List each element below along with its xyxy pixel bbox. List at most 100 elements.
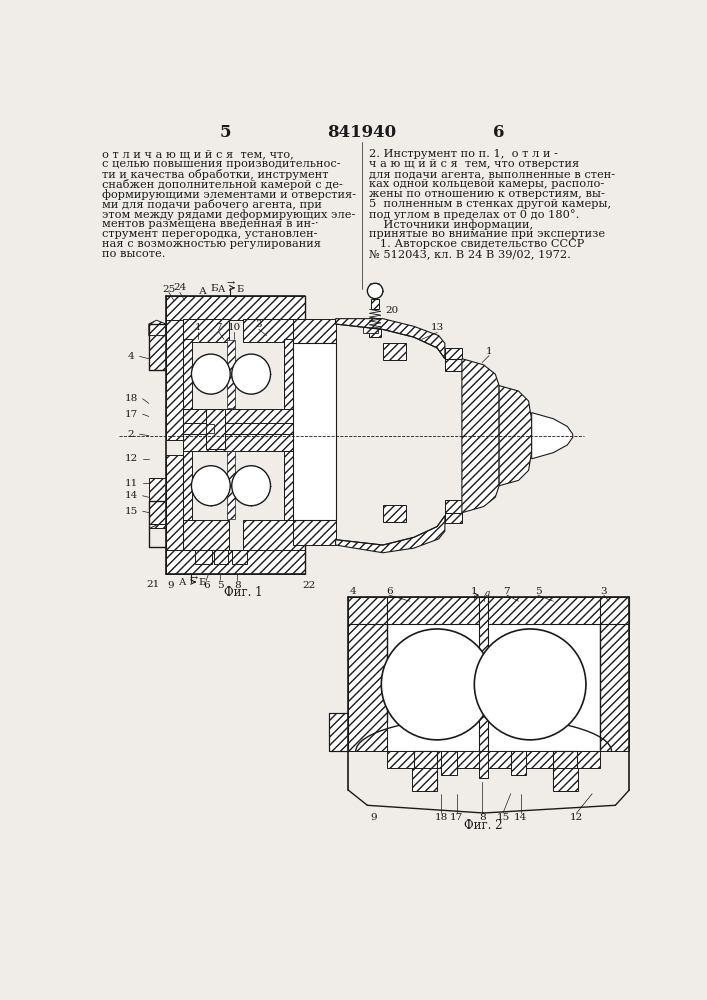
Bar (149, 324, 166, 370)
Text: ках одной кольцевой камеры, располо-: ках одной кольцевой камеры, располо- (369, 179, 604, 189)
Bar (412, 768, 437, 791)
Text: ми для подачи рабочего агента, при: ми для подачи рабочего агента, при (103, 199, 322, 210)
Text: 5: 5 (220, 124, 231, 141)
Text: 7: 7 (215, 323, 222, 332)
Text: 6: 6 (203, 581, 209, 590)
Bar (183, 451, 192, 520)
Text: для подачи агента, выполненные в стен-: для подачи агента, выполненные в стен- (369, 169, 615, 179)
Ellipse shape (368, 283, 383, 299)
Text: 25: 25 (163, 285, 175, 294)
Bar (227, 451, 235, 519)
Bar (149, 478, 166, 524)
Text: 841940: 841940 (327, 124, 397, 141)
Text: a: a (485, 589, 490, 598)
Text: А: А (218, 285, 226, 294)
Text: 10: 10 (228, 323, 240, 332)
Text: ная с возможностью регулирования: ная с возможностью регулирования (103, 239, 321, 249)
Bar (183, 520, 230, 550)
Text: о т л и ч а ю щ и й с я  тем, что,: о т л и ч а ю щ и й с я тем, что, (103, 149, 294, 159)
Bar (600, 624, 629, 751)
Bar (284, 339, 293, 409)
Text: ч а ю щ и й с я  тем, что отверстия: ч а ю щ и й с я тем, что отверстия (369, 159, 579, 169)
Text: 21: 21 (146, 580, 159, 589)
Text: 9: 9 (370, 813, 377, 822)
Text: 6: 6 (493, 124, 505, 141)
Bar (243, 520, 305, 550)
Text: № 512043, кл. В 24 В 39/02, 1972.: № 512043, кл. В 24 В 39/02, 1972. (369, 249, 571, 259)
Text: 7: 7 (503, 587, 510, 596)
Bar (387, 624, 600, 751)
Text: 1: 1 (471, 587, 478, 596)
Bar (441, 751, 457, 774)
Text: 17: 17 (450, 813, 463, 822)
Bar (183, 423, 296, 434)
Bar (166, 320, 183, 440)
Text: 8: 8 (479, 813, 486, 822)
Text: формирующими элементами и отверстия-: формирующими элементами и отверстия- (103, 189, 356, 200)
Bar (183, 319, 230, 342)
Text: 1: 1 (195, 323, 201, 332)
Text: жены по отношению к отверстиям, вы-: жены по отношению к отверстиям, вы- (369, 189, 604, 199)
Bar (206, 409, 225, 449)
Text: 14: 14 (124, 491, 138, 500)
Text: 2: 2 (128, 430, 134, 439)
Text: Источники информации,: Источники информации, (369, 219, 533, 230)
Bar (600, 597, 629, 751)
Bar (183, 434, 296, 451)
Bar (371, 299, 379, 309)
Bar (166, 455, 183, 574)
Text: 5: 5 (534, 587, 541, 596)
Text: 15: 15 (496, 813, 510, 822)
Bar (363, 323, 378, 333)
Text: 12: 12 (570, 813, 583, 822)
Bar (284, 451, 293, 520)
Bar (445, 348, 462, 371)
Bar (293, 520, 336, 545)
Text: Фиг. 1: Фиг. 1 (224, 586, 262, 599)
Bar (383, 343, 406, 360)
Text: 3: 3 (255, 320, 262, 329)
Text: А: А (180, 578, 187, 587)
Bar (232, 550, 247, 564)
Polygon shape (336, 516, 445, 553)
Text: 5  полненным в стенках другой камеры,: 5 полненным в стенках другой камеры, (369, 199, 611, 209)
Polygon shape (462, 359, 499, 513)
Ellipse shape (192, 354, 230, 394)
Text: по высоте.: по высоте. (103, 249, 166, 259)
Text: Б: Б (210, 284, 218, 293)
Bar (387, 597, 629, 624)
Text: с целью повышения производительнос-: с целью повышения производительнос- (103, 159, 341, 169)
Ellipse shape (381, 629, 493, 740)
Text: 17: 17 (124, 410, 138, 419)
Text: 24: 24 (173, 283, 187, 292)
Text: этом между рядами деформирующих эле-: этом между рядами деформирующих эле- (103, 209, 356, 220)
Ellipse shape (232, 354, 271, 394)
Text: снабжен дополнительной камерой с де-: снабжен дополнительной камерой с де- (103, 179, 343, 190)
Text: →: → (189, 574, 197, 583)
Bar (479, 751, 489, 778)
Bar (479, 597, 489, 751)
Text: Б: Б (199, 578, 206, 587)
Bar (445, 500, 462, 523)
Text: 23: 23 (368, 283, 382, 292)
Ellipse shape (192, 466, 230, 506)
Bar (348, 624, 387, 751)
Ellipse shape (474, 629, 586, 740)
Bar (243, 319, 305, 342)
Polygon shape (348, 597, 387, 624)
Text: А: А (199, 287, 207, 296)
Text: 5: 5 (217, 581, 223, 590)
Text: Б: Б (237, 285, 244, 294)
Bar (166, 296, 305, 320)
Bar (554, 751, 577, 790)
Text: ментов размещена введенная в ин-·: ментов размещена введенная в ин-· (103, 219, 319, 229)
Bar (293, 343, 336, 520)
Text: 22: 22 (303, 581, 316, 590)
Bar (183, 409, 296, 426)
Text: струмент перегородка, установлен-: струмент перегородка, установлен- (103, 229, 318, 239)
Bar (414, 751, 437, 790)
Polygon shape (532, 413, 573, 459)
Text: →: → (226, 280, 234, 289)
Text: принятые во внимание при экспертизе: принятые во внимание при экспертизе (369, 229, 605, 239)
Text: 4: 4 (350, 587, 357, 596)
